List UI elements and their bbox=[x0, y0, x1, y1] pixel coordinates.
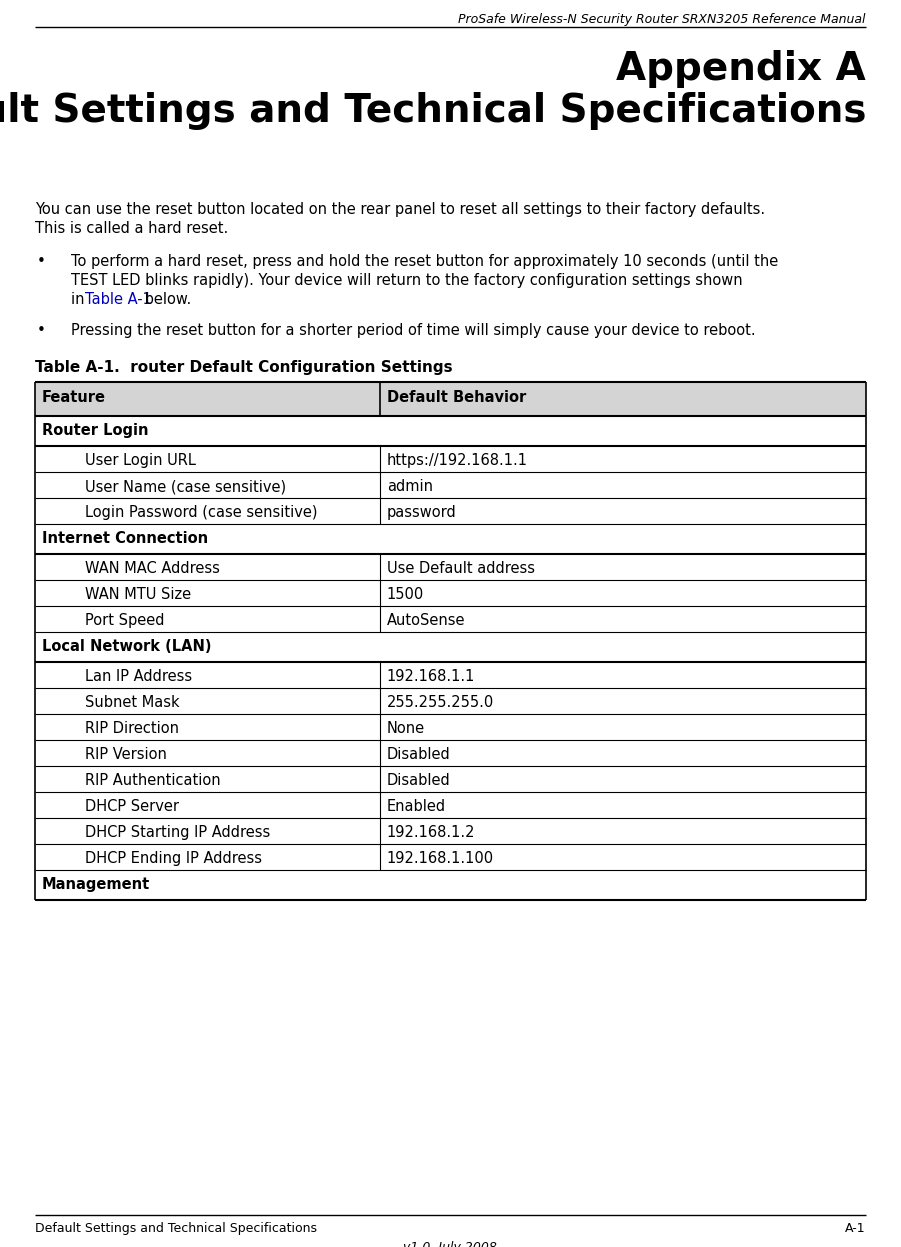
Text: Local Network (LAN): Local Network (LAN) bbox=[42, 638, 212, 653]
Text: admin: admin bbox=[387, 479, 432, 494]
Bar bbox=[35, 844, 866, 870]
Bar bbox=[35, 766, 866, 792]
Bar bbox=[35, 524, 866, 554]
Text: Use Default address: Use Default address bbox=[387, 561, 535, 576]
Text: •: • bbox=[37, 254, 46, 269]
Bar bbox=[35, 739, 866, 766]
Text: DHCP Starting IP Address: DHCP Starting IP Address bbox=[85, 826, 270, 840]
Text: Appendix A: Appendix A bbox=[616, 50, 866, 89]
Bar bbox=[35, 580, 866, 606]
Bar bbox=[35, 473, 866, 498]
Text: WAN MTU Size: WAN MTU Size bbox=[85, 587, 191, 602]
Text: RIP Version: RIP Version bbox=[85, 747, 167, 762]
Text: User Name (case sensitive): User Name (case sensitive) bbox=[85, 479, 287, 494]
Text: Internet Connection: Internet Connection bbox=[42, 531, 208, 546]
Text: •: • bbox=[37, 323, 46, 338]
Text: 192.168.1.1: 192.168.1.1 bbox=[387, 668, 475, 685]
Text: None: None bbox=[387, 721, 425, 736]
Text: Table A-1: Table A-1 bbox=[85, 292, 152, 307]
Text: Lan IP Address: Lan IP Address bbox=[85, 668, 192, 685]
Text: A-1: A-1 bbox=[845, 1222, 866, 1235]
Bar bbox=[35, 870, 866, 900]
Bar bbox=[35, 632, 866, 662]
Text: Router Login: Router Login bbox=[42, 423, 149, 438]
Text: Default Behavior: Default Behavior bbox=[387, 390, 526, 405]
Text: https://192.168.1.1: https://192.168.1.1 bbox=[387, 453, 528, 468]
Text: RIP Authentication: RIP Authentication bbox=[85, 773, 221, 788]
Bar bbox=[35, 688, 866, 715]
Bar bbox=[35, 792, 866, 818]
Text: Pressing the reset button for a shorter period of time will simply cause your de: Pressing the reset button for a shorter … bbox=[71, 323, 756, 338]
Text: below.: below. bbox=[140, 292, 191, 307]
Bar bbox=[35, 606, 866, 632]
Text: in: in bbox=[71, 292, 89, 307]
Text: WAN MAC Address: WAN MAC Address bbox=[85, 561, 220, 576]
Text: DHCP Server: DHCP Server bbox=[85, 799, 179, 814]
Text: TEST LED blinks rapidly). Your device will return to the factory configuration s: TEST LED blinks rapidly). Your device wi… bbox=[71, 273, 742, 288]
Text: Disabled: Disabled bbox=[387, 773, 450, 788]
Bar bbox=[35, 416, 866, 446]
Bar bbox=[35, 662, 866, 688]
Text: Management: Management bbox=[42, 877, 150, 892]
Text: Port Speed: Port Speed bbox=[85, 614, 165, 628]
Text: Default Settings and Technical Specifications: Default Settings and Technical Specifica… bbox=[35, 1222, 317, 1235]
Text: To perform a hard reset, press and hold the reset button for approximately 10 se: To perform a hard reset, press and hold … bbox=[71, 254, 778, 269]
Bar bbox=[35, 715, 866, 739]
Text: This is called a hard reset.: This is called a hard reset. bbox=[35, 221, 228, 236]
Text: Subnet Mask: Subnet Mask bbox=[85, 695, 179, 710]
Text: 255.255.255.0: 255.255.255.0 bbox=[387, 695, 494, 710]
Text: 192.168.1.100: 192.168.1.100 bbox=[387, 850, 494, 865]
Text: You can use the reset button located on the rear panel to reset all settings to : You can use the reset button located on … bbox=[35, 202, 765, 217]
Text: RIP Direction: RIP Direction bbox=[85, 721, 179, 736]
Text: 192.168.1.2: 192.168.1.2 bbox=[387, 826, 476, 840]
Bar bbox=[35, 554, 866, 580]
Text: Login Password (case sensitive): Login Password (case sensitive) bbox=[85, 505, 317, 520]
Text: v1.0, July 2008: v1.0, July 2008 bbox=[403, 1241, 497, 1247]
Text: Feature: Feature bbox=[42, 390, 106, 405]
Text: password: password bbox=[387, 505, 457, 520]
Text: User Login URL: User Login URL bbox=[85, 453, 196, 468]
Text: DHCP Ending IP Address: DHCP Ending IP Address bbox=[85, 850, 262, 865]
Bar bbox=[35, 818, 866, 844]
Text: Table A-1.  router Default Configuration Settings: Table A-1. router Default Configuration … bbox=[35, 360, 452, 375]
Bar bbox=[35, 446, 866, 473]
Text: ProSafe Wireless-N Security Router SRXN3205 Reference Manual: ProSafe Wireless-N Security Router SRXN3… bbox=[459, 12, 866, 26]
Text: Disabled: Disabled bbox=[387, 747, 450, 762]
Text: Default Settings and Technical Specifications: Default Settings and Technical Specifica… bbox=[0, 92, 866, 130]
Bar bbox=[35, 498, 866, 524]
Bar bbox=[35, 382, 866, 416]
Text: AutoSense: AutoSense bbox=[387, 614, 465, 628]
Text: Enabled: Enabled bbox=[387, 799, 446, 814]
Text: 1500: 1500 bbox=[387, 587, 424, 602]
